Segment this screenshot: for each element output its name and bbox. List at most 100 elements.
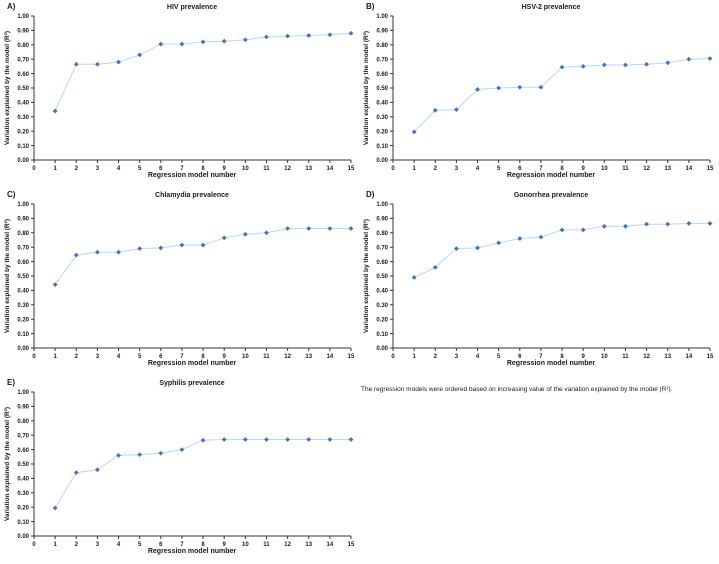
svg-text:0.20: 0.20 — [376, 129, 388, 135]
svg-text:1.00: 1.00 — [17, 14, 29, 20]
svg-text:13: 13 — [664, 354, 671, 360]
svg-text:15: 15 — [348, 166, 355, 172]
svg-text:3: 3 — [455, 166, 459, 172]
svg-text:9: 9 — [223, 542, 227, 548]
svg-text:0.70: 0.70 — [17, 433, 29, 439]
svg-text:5: 5 — [497, 354, 501, 360]
svg-text:15: 15 — [707, 166, 714, 172]
svg-text:0.20: 0.20 — [17, 129, 29, 135]
svg-text:0.10: 0.10 — [376, 144, 388, 150]
svg-text:7: 7 — [180, 354, 184, 360]
svg-text:14: 14 — [686, 166, 693, 172]
chart-title: HSV-2 prevalence — [522, 4, 581, 11]
panel-label: C) — [7, 190, 16, 199]
svg-text:4: 4 — [476, 354, 480, 360]
svg-text:0.90: 0.90 — [376, 29, 388, 35]
svg-text:0: 0 — [32, 166, 36, 172]
svg-text:12: 12 — [284, 166, 291, 172]
svg-text:5: 5 — [138, 542, 142, 548]
svg-text:12: 12 — [284, 542, 291, 548]
svg-text:5: 5 — [497, 166, 501, 172]
svg-text:3: 3 — [96, 166, 100, 172]
svg-text:0.10: 0.10 — [17, 332, 29, 338]
panel-label: A) — [7, 2, 16, 11]
svg-text:1: 1 — [53, 542, 57, 548]
svg-text:0.60: 0.60 — [376, 72, 388, 78]
svg-text:0.40: 0.40 — [376, 289, 388, 295]
svg-text:0.90: 0.90 — [17, 29, 29, 35]
svg-text:7: 7 — [180, 542, 184, 548]
svg-text:7: 7 — [539, 166, 543, 172]
svg-text:0.30: 0.30 — [17, 303, 29, 309]
panel-b-hsv2: B) HSV-2 prevalence Regression model num… — [359, 0, 719, 188]
svg-text:13: 13 — [305, 354, 312, 360]
chart-title: Gonorrhea prevalence — [514, 192, 588, 199]
svg-text:8: 8 — [201, 166, 205, 172]
svg-text:3: 3 — [96, 354, 100, 360]
x-axis-title: Regression model number — [507, 172, 596, 179]
x-axis-title: Regression model number — [148, 360, 237, 367]
svg-text:5: 5 — [138, 354, 142, 360]
svg-text:7: 7 — [539, 354, 543, 360]
plot-area: A) HIV prevalence Regression model numbe… — [4, 2, 355, 179]
svg-text:1: 1 — [412, 166, 416, 172]
svg-text:1: 1 — [412, 354, 416, 360]
svg-text:0.10: 0.10 — [17, 520, 29, 526]
svg-text:0.20: 0.20 — [17, 317, 29, 323]
svg-text:0.70: 0.70 — [17, 57, 29, 63]
svg-text:12: 12 — [643, 166, 650, 172]
svg-text:13: 13 — [305, 542, 312, 548]
svg-text:2: 2 — [75, 542, 79, 548]
svg-text:0.90: 0.90 — [17, 217, 29, 223]
svg-text:13: 13 — [664, 166, 671, 172]
svg-text:2: 2 — [434, 166, 438, 172]
svg-text:0.60: 0.60 — [376, 260, 388, 266]
svg-text:1: 1 — [53, 166, 57, 172]
svg-text:4: 4 — [476, 166, 480, 172]
chart-title: Syphilis prevalence — [159, 380, 224, 387]
panel-label: B) — [366, 2, 375, 11]
svg-text:6: 6 — [518, 166, 522, 172]
svg-text:2: 2 — [75, 166, 79, 172]
svg-text:1.00: 1.00 — [376, 14, 388, 20]
svg-text:11: 11 — [622, 166, 629, 172]
svg-text:9: 9 — [582, 166, 586, 172]
svg-text:0: 0 — [391, 354, 395, 360]
svg-text:0.30: 0.30 — [376, 303, 388, 309]
svg-text:0.80: 0.80 — [17, 231, 29, 237]
svg-text:8: 8 — [201, 354, 205, 360]
svg-text:0.00: 0.00 — [376, 158, 388, 164]
svg-text:0.80: 0.80 — [17, 419, 29, 425]
svg-text:10: 10 — [242, 166, 249, 172]
svg-text:0.80: 0.80 — [376, 231, 388, 237]
svg-text:0.10: 0.10 — [17, 144, 29, 150]
svg-text:14: 14 — [327, 166, 334, 172]
svg-text:0.80: 0.80 — [376, 43, 388, 49]
svg-text:13: 13 — [305, 166, 312, 172]
svg-text:4: 4 — [117, 166, 121, 172]
svg-text:10: 10 — [242, 542, 249, 548]
svg-text:0.90: 0.90 — [17, 405, 29, 411]
svg-text:9: 9 — [223, 354, 227, 360]
svg-text:0.50: 0.50 — [376, 86, 388, 92]
svg-text:0.00: 0.00 — [376, 346, 388, 352]
figure-caption: The regression models were ordered based… — [361, 386, 673, 393]
svg-text:11: 11 — [263, 166, 270, 172]
svg-text:15: 15 — [348, 542, 355, 548]
svg-text:10: 10 — [242, 354, 249, 360]
svg-text:15: 15 — [707, 354, 714, 360]
x-axis-title: Regression model number — [507, 360, 596, 367]
y-axis-title: Variation explained by the model (R²) — [363, 219, 370, 333]
svg-text:0.60: 0.60 — [17, 260, 29, 266]
svg-text:0.60: 0.60 — [17, 72, 29, 78]
panel-label: D) — [366, 190, 375, 199]
svg-text:0.40: 0.40 — [17, 477, 29, 483]
svg-text:3: 3 — [96, 542, 100, 548]
svg-text:4: 4 — [117, 354, 121, 360]
svg-text:1.00: 1.00 — [376, 202, 388, 208]
svg-text:14: 14 — [327, 542, 334, 548]
svg-text:11: 11 — [263, 354, 270, 360]
svg-text:14: 14 — [686, 354, 693, 360]
svg-text:0.30: 0.30 — [17, 115, 29, 121]
